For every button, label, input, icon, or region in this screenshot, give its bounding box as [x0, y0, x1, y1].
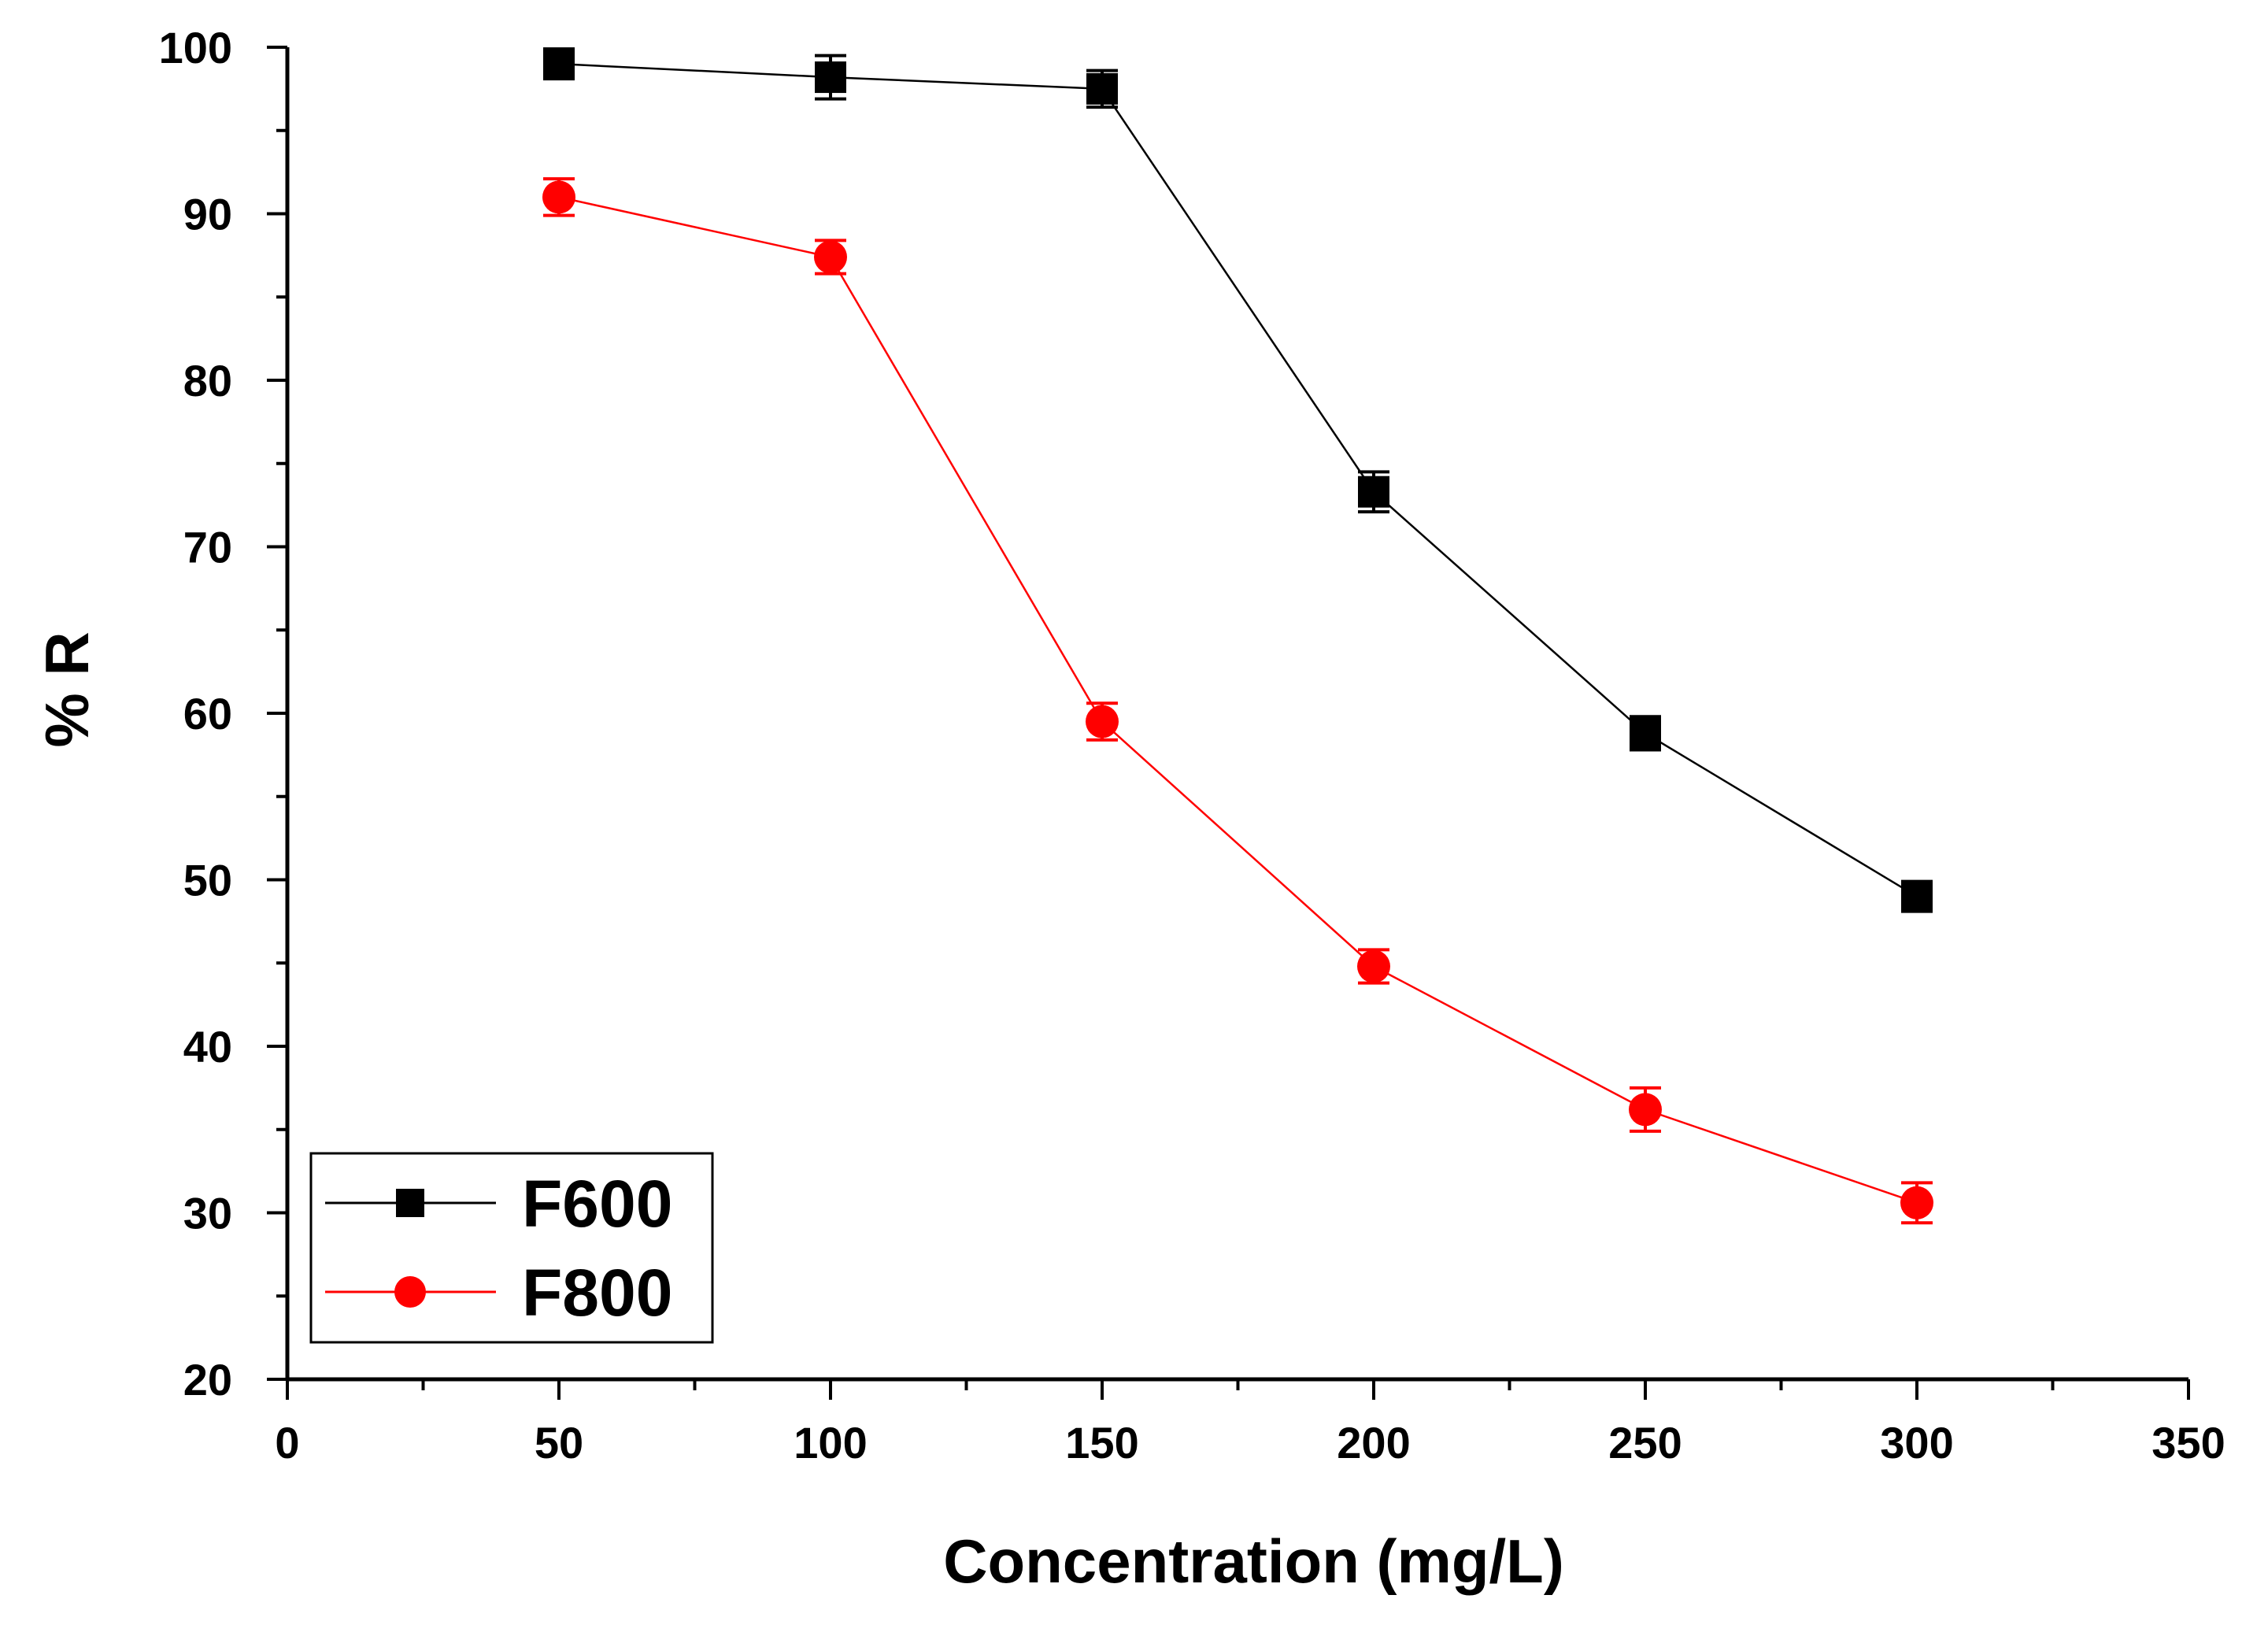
x-tick-label: 50 [535, 1418, 583, 1467]
x-tick-label: 300 [1880, 1418, 1953, 1467]
y-tick-label: 100 [159, 23, 232, 72]
x-axis: 0 50 100 150 200 250 300 350 [275, 1377, 2225, 1467]
series-line [558, 196, 1918, 1204]
y-tick-label: 30 [183, 1189, 232, 1238]
legend-label: F600 [522, 1167, 672, 1241]
x-tick-label: 200 [1337, 1418, 1410, 1467]
x-tick-label: 350 [2151, 1418, 2225, 1467]
legend-box [309, 1152, 714, 1344]
series-f800 [542, 177, 1933, 1225]
data-point [1086, 72, 1118, 105]
y-tick-label: 60 [183, 689, 232, 738]
y-axis-title: % R [32, 631, 102, 747]
data-point [1630, 717, 1661, 749]
y-tick-label: 70 [183, 523, 232, 572]
data-point [543, 48, 575, 80]
legend-label: F800 [522, 1256, 672, 1330]
x-tick-label: 150 [1065, 1418, 1138, 1467]
data-point [814, 240, 847, 274]
series-line [558, 62, 1918, 897]
data-point [1358, 476, 1389, 508]
legend-item-f600: F600 [325, 1167, 672, 1241]
y-tick-label: 80 [183, 356, 232, 405]
data-point [1900, 1186, 1933, 1219]
series-f600 [543, 47, 1933, 913]
data-point [1357, 949, 1390, 983]
data-point [542, 180, 575, 214]
y-tick-label: 20 [183, 1355, 232, 1404]
legend-marker [396, 1189, 424, 1217]
x-tick-label: 0 [275, 1418, 299, 1467]
x-axis-title: Concentration (mg/L) [943, 1527, 1564, 1596]
data-point [1086, 705, 1119, 738]
data-point [815, 61, 846, 94]
y-tick-label: 50 [183, 856, 232, 905]
data-point [1629, 1093, 1662, 1127]
y-axis: 20 30 40 50 60 70 80 90 100 [159, 23, 290, 1404]
data-point [1901, 880, 1933, 912]
legend-item-f800: F800 [325, 1256, 672, 1330]
y-tick-label: 90 [183, 190, 232, 239]
x-tick-label: 250 [1608, 1418, 1682, 1467]
legend: F600 F800 [309, 1152, 714, 1344]
series-layer [542, 47, 1933, 1225]
y-tick-label: 40 [183, 1022, 232, 1071]
legend-marker [394, 1276, 426, 1308]
x-tick-label: 100 [794, 1418, 867, 1467]
